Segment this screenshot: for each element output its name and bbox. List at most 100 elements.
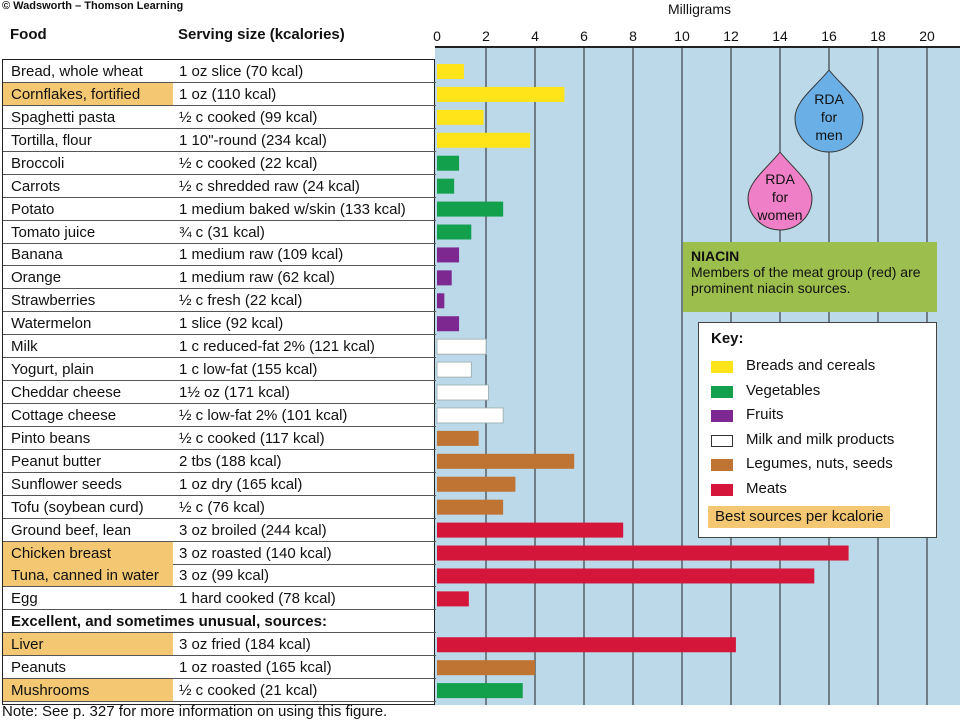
niacin-title: NIACIN xyxy=(691,248,740,264)
food-name: Cornflakes, fortified xyxy=(11,85,141,103)
table-row: Cornflakes, fortified 1 oz (110 kcal) xyxy=(3,82,436,106)
table-row: Watermelon 1 slice (92 kcal) xyxy=(3,312,436,336)
rda-men-marker xyxy=(794,69,864,153)
serving-size: ½ c (76 kcal) xyxy=(179,498,265,516)
bar-spaghetti-pasta xyxy=(437,109,484,125)
food-name: Broccoli xyxy=(11,154,65,172)
bar-ground-beef-lean xyxy=(437,522,624,538)
serving-size: 3 oz (99 kcal) xyxy=(179,567,270,585)
food-name: Carrots xyxy=(11,177,61,195)
table-row: Spaghetti pasta ½ c cooked (99 kcal) xyxy=(3,106,436,129)
serving-column-header: Serving size (kcalories) xyxy=(178,26,345,43)
bar-bread-whole-wheat xyxy=(437,64,464,79)
serving-size: ½ c cooked (99 kcal) xyxy=(179,108,318,126)
table-row: Chicken breast 3 oz roasted (140 kcal) xyxy=(3,541,436,565)
table-row: Cheddar cheese 1½ oz (171 kcal) xyxy=(3,381,436,405)
section-label: Excellent, and sometimes unusual, source… xyxy=(11,613,327,631)
x-axis-title: Milligrams xyxy=(668,1,731,17)
rda-women-label: RDA for women xyxy=(757,171,803,223)
food-table: Bread, whole wheat 1 oz slice (70 kcal) Co… xyxy=(2,59,436,705)
food-name: Bread, whole wheat xyxy=(11,63,143,80)
rda-men-label: RDA for men xyxy=(814,91,844,143)
x-tick-label: 12 xyxy=(723,28,739,44)
food-name: Strawberries xyxy=(11,292,96,310)
x-tick-label: 18 xyxy=(870,28,886,44)
legend-label: Milk and milk products xyxy=(746,430,895,448)
food-name: Yogurt, plain xyxy=(11,361,94,379)
bar-chicken-breast xyxy=(437,545,849,561)
table-row: Liver 3 oz fried (184 kcal) xyxy=(3,633,436,657)
food-name: Watermelon xyxy=(11,315,92,333)
serving-size: 1 oz roasted (165 kcal) xyxy=(179,659,332,677)
serving-size: 1 slice (92 kcal) xyxy=(179,315,284,333)
best-source-highlight xyxy=(3,541,173,564)
legend-label: Vegetables xyxy=(746,381,821,399)
serving-size: 1 10"-round (234 kcal) xyxy=(179,131,327,149)
serving-size: ½ c cooked (117 kcal) xyxy=(179,429,325,447)
serving-size: ½ c cooked (21 kcal) xyxy=(179,682,318,700)
bar-carrots xyxy=(437,178,455,194)
table-row: Broccoli ½ c cooked (22 kcal) xyxy=(3,152,436,175)
bar-milk xyxy=(436,338,487,355)
serving-size: 1½ oz (171 kcal) xyxy=(179,384,290,402)
bar-yogurt-plain xyxy=(436,361,472,378)
rda-women-marker xyxy=(747,151,813,231)
serving-size: ½ c low-fat 2% (101 kcal) xyxy=(179,406,348,424)
legend-swatch xyxy=(711,483,733,496)
bar-watermelon xyxy=(437,316,460,332)
table-row: Banana 1 medium raw (109 kcal) xyxy=(3,243,436,267)
copyright-notice: © Wadsworth – Thomson Learning xyxy=(2,0,184,12)
food-name: Banana xyxy=(11,246,63,264)
serving-size: ½ c cooked (22 kcal) xyxy=(179,154,318,172)
legend-label: Meats xyxy=(746,479,787,497)
best-sources-label: Best sources per kcalorie xyxy=(708,506,891,528)
food-name: Mushrooms xyxy=(11,682,90,700)
serving-size: 1 oz (110 kcal) xyxy=(179,85,277,103)
serving-size: 2 tbs (188 kcal) xyxy=(179,452,282,470)
footnote: Note: See p. 327 for more information on… xyxy=(2,703,388,720)
bar-sunflower-seeds xyxy=(437,476,516,492)
table-row: Tortilla, flour 1 10"-round (234 kcal) xyxy=(3,129,436,152)
table-row: Potato 1 medium baked w/skin (133 kcal) xyxy=(3,198,436,221)
serving-size: 3 oz broiled (244 kcal) xyxy=(179,521,327,539)
legend-title: Key: xyxy=(711,330,744,347)
table-row: Bread, whole wheat 1 oz slice (70 kcal) xyxy=(3,60,436,83)
table-row: Milk 1 c reduced-fat 2% (121 kcal) xyxy=(3,335,436,359)
food-name: Liver xyxy=(11,636,44,654)
best-source-highlight xyxy=(3,82,173,105)
bar-egg xyxy=(437,591,469,607)
table-row: Yogurt, plain 1 c low-fat (155 kcal) xyxy=(3,358,436,382)
legend-swatch xyxy=(711,434,733,447)
x-tick-label: 6 xyxy=(580,28,588,44)
table-row: Sunflower seeds 1 oz dry (165 kcal) xyxy=(3,473,436,496)
serving-size: ¾ c (31 kcal) xyxy=(179,223,265,241)
table-row: Tofu (soybean curd) ½ c (76 kcal) xyxy=(3,496,436,519)
serving-size: 1 medium baked w/skin (133 kcal) xyxy=(179,200,406,218)
table-row: Egg 1 hard cooked (78 kcal) xyxy=(3,587,436,611)
table-row: Pinto beans ½ c cooked (117 kcal) xyxy=(3,427,436,450)
bar-orange xyxy=(437,270,452,286)
food-name: Cottage cheese xyxy=(11,406,117,424)
legend-swatch xyxy=(711,459,733,471)
food-name: Tomato juice xyxy=(11,223,96,241)
table-row: Carrots ½ c shredded raw (24 kcal) xyxy=(3,175,436,198)
serving-size: 1 medium raw (62 kcal) xyxy=(179,269,335,287)
niacin-description: Members of the meat group (red) are prom… xyxy=(691,264,921,296)
food-column-header: Food xyxy=(10,26,47,43)
bar-tuna-canned-in-water xyxy=(437,568,815,584)
bar-banana xyxy=(437,247,460,263)
best-source-highlight xyxy=(3,564,173,587)
x-tick-label: 16 xyxy=(821,28,837,44)
food-name: Pinto beans xyxy=(11,429,91,447)
food-name: Sunflower seeds xyxy=(11,475,122,493)
bar-pinto-beans xyxy=(437,430,479,446)
serving-size: 1 c reduced-fat 2% (121 kcal) xyxy=(179,338,375,356)
x-tick-label: 0 xyxy=(433,28,441,44)
serving-size: 1 hard cooked (78 kcal) xyxy=(179,590,336,608)
table-row: Peanuts 1 oz roasted (165 kcal) xyxy=(3,656,436,680)
table-row: Tuna, canned in water 3 oz (99 kcal) xyxy=(3,564,436,588)
table-row: Ground beef, lean 3 oz broiled (244 kcal) xyxy=(3,519,436,542)
x-tick-label: 4 xyxy=(531,28,539,44)
legend-label: Breads and cereals xyxy=(746,357,876,374)
table-row: Peanut butter 2 tbs (188 kcal) xyxy=(3,450,436,473)
